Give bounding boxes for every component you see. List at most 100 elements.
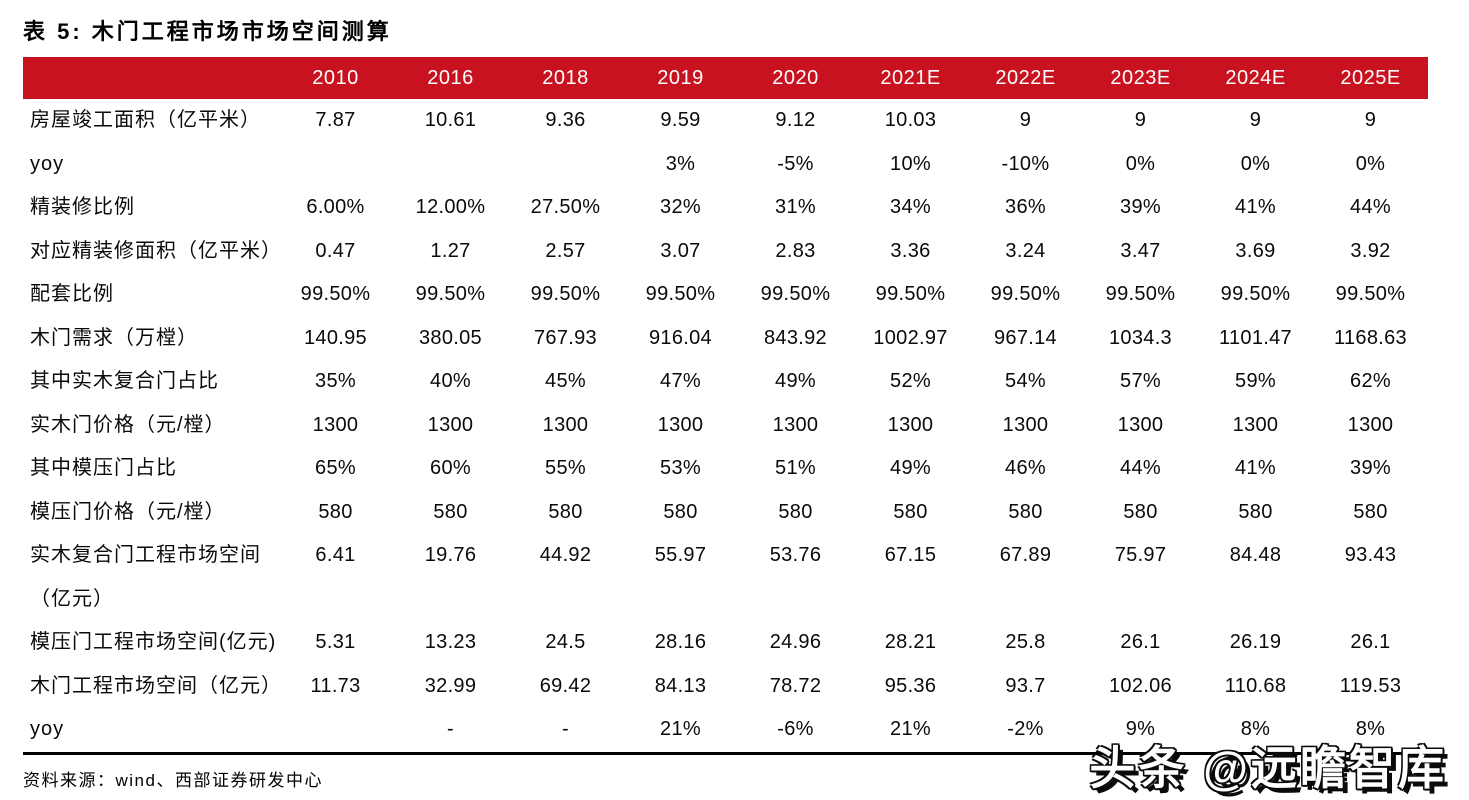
table-cell: 32% <box>660 196 701 218</box>
table-cell: 99.50% <box>1220 283 1291 305</box>
table-cell: - <box>562 718 569 740</box>
table-cell: 99.50% <box>530 283 601 305</box>
table-cell: 62% <box>1350 370 1391 392</box>
table-cell: 580 <box>318 500 353 523</box>
table-cell: 1300 <box>427 413 474 436</box>
table-cell: 10.03 <box>884 109 937 131</box>
column-header-2020: 2020 <box>738 57 853 99</box>
table-cell: 580 <box>1123 500 1158 523</box>
market-size-table: 2010 2016 2018 2019 2020 2021E 2022E 2023E 2024E… <box>23 57 1428 755</box>
table-cell: - <box>447 718 454 740</box>
table-cell: 19.76 <box>424 544 477 566</box>
table-header: 2010 2016 2018 2019 2020 2021E 2022E 2023E 2024E… <box>23 57 1428 99</box>
table-cell: 28.16 <box>654 631 707 653</box>
table-cell: 34% <box>890 196 931 218</box>
table-cell: 140.95 <box>304 326 367 349</box>
row-label: 模压门价格（元/樘） <box>30 500 226 523</box>
table-cell <box>508 143 623 187</box>
row-label: 木门工程市场空间（亿元） <box>30 674 282 697</box>
table-cell: 31% <box>775 196 816 218</box>
table-cell: 21% <box>660 718 701 740</box>
table-row: 房屋竣工面积（亿平米） 7.87 10.61 9.36 9.59 9.12 10.03 9 9 9… <box>23 99 1428 143</box>
table-cell: 13.23 <box>424 631 477 653</box>
table-cell: 11.73 <box>310 674 361 697</box>
table-cell: 3% <box>665 152 696 175</box>
table-cell: 8% <box>1355 718 1386 740</box>
table-cell: 10% <box>890 152 931 175</box>
table-cell: 99.50% <box>300 283 371 305</box>
table-cell: 119.53 <box>1339 674 1402 697</box>
table-row: yoy 3% -5% 10% -10% 0% 0% 0% <box>23 143 1428 187</box>
table-title: 表 5: 木门工程市场市场空间测算 <box>23 19 392 44</box>
table-cell: 2.83 <box>775 239 816 262</box>
table-cell: 843.92 <box>764 326 827 349</box>
table-cell: 28.21 <box>884 631 937 653</box>
row-label: 配套比例 <box>30 283 114 305</box>
table-row: 精装修比例 6.00% 12.00% 27.50% 32% 31% 34% 36% 39% 41%… <box>23 186 1428 230</box>
row-label: 其中模压门占比 <box>30 457 177 479</box>
table-row: 模压门价格（元/樘） 580 580 580 580 580 580 580 580 580 580 <box>23 491 1428 535</box>
table-cell: 7.87 <box>315 109 356 131</box>
column-header-2023E: 2023E <box>1083 57 1198 99</box>
table-cell: -5% <box>777 152 814 175</box>
table-cell: 44.92 <box>539 544 592 566</box>
table-header-row: 2010 2016 2018 2019 2020 2021E 2022E 2023E 2024E… <box>23 57 1428 99</box>
table-cell: 46% <box>1005 457 1046 479</box>
report-table-section: 表 5: 木门工程市场市场空间测算 2010 2016 2018 2019 2020 20… <box>23 14 1428 791</box>
table-cell: 57% <box>1120 370 1161 392</box>
table-cell: 9.12 <box>775 109 816 131</box>
table-cell: 99.50% <box>990 283 1061 305</box>
table-cell: 967.14 <box>994 326 1057 349</box>
table-row: 其中实木复合门占比 35% 40% 45% 47% 49% 52% 54% 57% 59% 62% <box>23 360 1428 404</box>
table-cell: 3.24 <box>1005 239 1046 262</box>
table-cell: 41% <box>1235 196 1276 218</box>
column-header-2022E: 2022E <box>968 57 1083 99</box>
table-cell: 1300 <box>1347 413 1394 436</box>
table-cell: 9.59 <box>660 109 701 131</box>
table-cell: 9 <box>1364 109 1377 131</box>
table-cell: 52% <box>890 370 931 392</box>
table-cell: 1300 <box>1232 413 1279 436</box>
table-cell: 380.05 <box>419 326 482 349</box>
table-cell: 65% <box>315 457 356 479</box>
table-cell: 99.50% <box>875 283 946 305</box>
row-label: 精装修比例 <box>30 196 135 218</box>
table-cell: 26.19 <box>1229 631 1282 653</box>
table-cell: 59% <box>1235 370 1276 392</box>
row-label: yoy <box>30 718 65 740</box>
column-header-2018: 2018 <box>508 57 623 99</box>
table-cell: 6.00% <box>306 196 365 218</box>
table-cell: 54% <box>1005 370 1046 392</box>
table-row: 实木门价格（元/樘） 1300 1300 1300 1300 1300 1300 1300 13… <box>23 404 1428 448</box>
table-cell: 55.97 <box>654 544 707 566</box>
table-cell: -6% <box>777 718 814 740</box>
table-cell: 60% <box>430 457 471 479</box>
table-cell: 2.57 <box>545 239 586 262</box>
table-cell: 767.93 <box>534 326 597 349</box>
table-cell: 44% <box>1350 196 1391 218</box>
table-cell: 1300 <box>887 413 934 436</box>
table-cell: 53.76 <box>769 544 822 566</box>
table-cell: 580 <box>778 500 813 523</box>
table-cell: 110.68 <box>1224 674 1287 697</box>
column-header-2016: 2016 <box>393 57 508 99</box>
table-cell: 99.50% <box>1335 283 1406 305</box>
table-cell: 9% <box>1125 718 1156 740</box>
table-cell: 3.36 <box>890 239 931 262</box>
table-cell: 8% <box>1240 718 1271 740</box>
table-row: 对应精装修面积（亿平米） 0.47 1.27 2.57 3.07 2.83 3.36 3.24… <box>23 230 1428 274</box>
table-cell: -2% <box>1007 718 1044 740</box>
table-cell: 3.92 <box>1350 239 1391 262</box>
table-cell: 1300 <box>1002 413 1049 436</box>
table-cell: 3.47 <box>1120 239 1161 262</box>
table-cell: 93.7 <box>1005 674 1046 697</box>
table-cell: 0% <box>1240 152 1271 175</box>
table-cell: 67.89 <box>999 544 1052 566</box>
table-row: 实木复合门工程市场空间 （亿元） 6.41 19.76 44.92 55.97 53.76… <box>23 534 1428 621</box>
table-cell: 580 <box>1238 500 1273 523</box>
table-cell: 102.06 <box>1109 674 1172 697</box>
table-cell: 41% <box>1235 457 1276 479</box>
table-cell: 84.13 <box>654 674 707 697</box>
column-header-2010: 2010 <box>278 57 393 99</box>
table-cell: 580 <box>548 500 583 523</box>
